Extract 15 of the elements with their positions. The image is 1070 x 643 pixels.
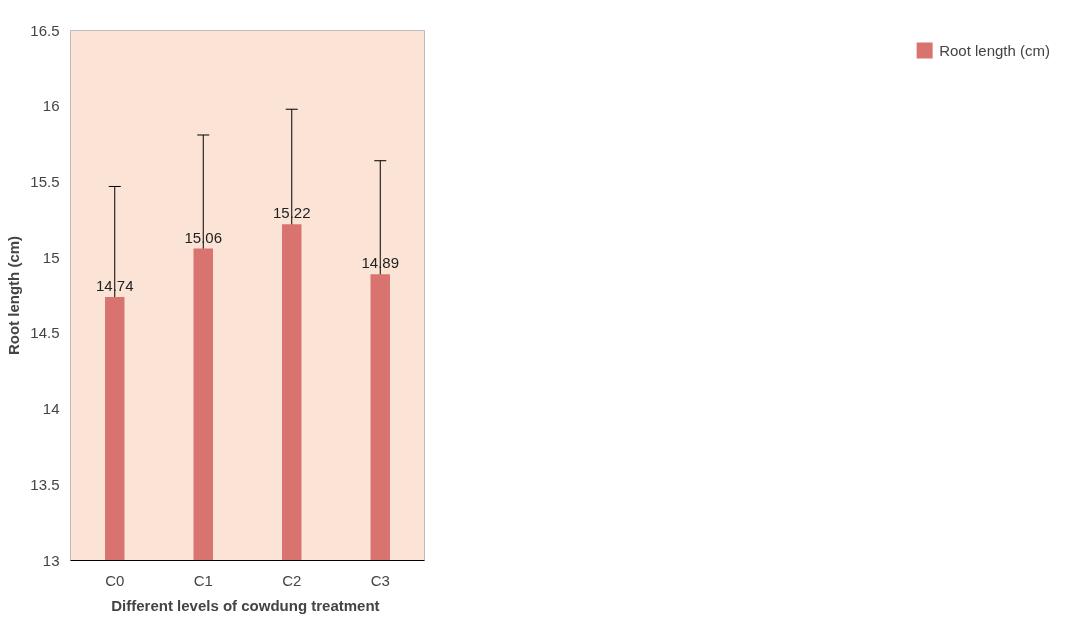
y-tick-label: 16 [42, 97, 60, 115]
y-axis-title: Root length (cm) [5, 235, 23, 356]
y-tick-label: 13.5 [30, 475, 60, 493]
x-tick-label: C3 [370, 571, 390, 589]
x-tick-label: C2 [282, 571, 302, 589]
y-tick-label: 15.5 [30, 172, 60, 190]
x-axis-title: Different levels of cowdung treatment [111, 596, 380, 614]
x-tick-label: C0 [105, 571, 125, 589]
y-tick-label: 14 [42, 400, 60, 418]
y-tick-label: 16.5 [30, 21, 60, 39]
y-tick-label: 14.5 [30, 324, 60, 342]
y-tick-label: 15 [42, 248, 60, 266]
x-tick-label: C1 [193, 571, 213, 589]
legend-label: Root length (cm) [939, 41, 1050, 59]
y-tick-label: 13 [42, 551, 60, 569]
